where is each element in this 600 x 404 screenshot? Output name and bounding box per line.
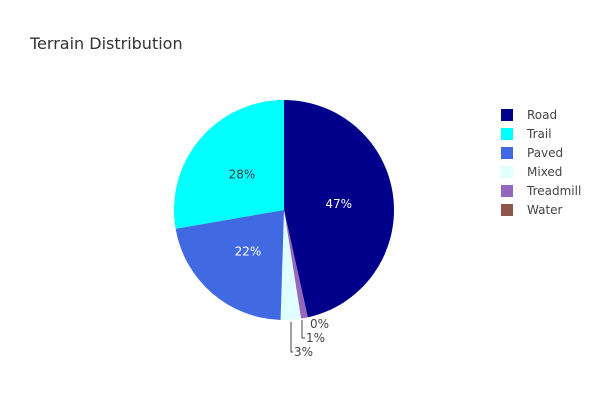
- legend-label-water: Water: [527, 203, 563, 217]
- pie-slice-mixed: [280, 210, 302, 320]
- slice-label-road: 47%: [325, 197, 352, 211]
- pie-slice-path-paved: [175, 210, 284, 320]
- legend-item-water[interactable]: Water: [501, 203, 563, 217]
- outside-label-treadmill: 1%: [301, 320, 325, 345]
- slice-label-trail: 28%: [229, 168, 256, 182]
- leader-line-treadmill: [301, 320, 305, 339]
- pie-slice-trail: [174, 99, 284, 229]
- legend-item-treadmill[interactable]: Treadmill: [501, 184, 581, 198]
- pie-slice-road: [284, 100, 394, 318]
- legend-swatch-water: [501, 204, 513, 216]
- legend: Road Trail Paved Mixed Treadmill Water: [501, 108, 581, 217]
- pie-slice-path-mixed: [280, 210, 302, 320]
- slices-layer: [174, 99, 394, 320]
- legend-item-trail[interactable]: Trail: [501, 127, 552, 141]
- pie-slice-path-road: [284, 100, 394, 318]
- outside-label-mixed: 3%: [290, 321, 313, 359]
- pie-slice-path-treadmill: [284, 210, 308, 319]
- pie-slice-path-trail: [174, 99, 284, 229]
- legend-swatch-mixed: [501, 166, 513, 178]
- legend-label-mixed: Mixed: [527, 165, 562, 179]
- slice-label-paved: 22%: [235, 245, 262, 259]
- labels-layer: 47% 28% 22% 0%1%3%: [229, 168, 352, 359]
- legend-label-paved: Paved: [527, 146, 563, 160]
- chart-title: Terrain Distribution: [30, 34, 183, 53]
- legend-swatch-road: [501, 109, 513, 121]
- legend-label-road: Road: [527, 108, 557, 122]
- legend-swatch-paved: [501, 147, 513, 159]
- outside-label-water: 0%: [310, 317, 329, 331]
- legend-label-treadmill: Treadmill: [526, 184, 581, 198]
- legend-item-mixed[interactable]: Mixed: [501, 165, 562, 179]
- legend-item-paved[interactable]: Paved: [501, 146, 563, 160]
- legend-item-road[interactable]: Road: [501, 108, 557, 122]
- legend-swatch-trail: [501, 128, 513, 140]
- leader-line-mixed: [290, 321, 293, 353]
- pie-slice-paved: [175, 210, 284, 320]
- legend-swatch-treadmill: [501, 185, 513, 197]
- legend-label-trail: Trail: [526, 127, 552, 141]
- slice-label-mixed: 3%: [294, 345, 313, 359]
- pie-slice-treadmill: [284, 210, 308, 319]
- slice-label-water: 0%: [310, 317, 329, 331]
- slice-label-treadmill: 1%: [306, 331, 325, 345]
